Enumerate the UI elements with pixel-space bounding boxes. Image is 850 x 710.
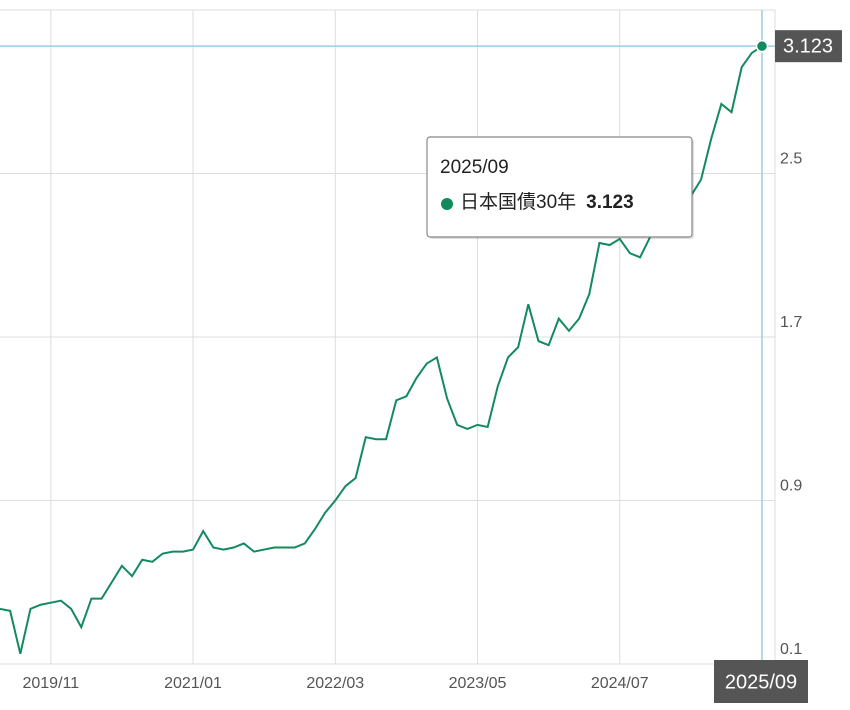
tooltip-entry: 日本国債30年 3.123 bbox=[460, 191, 634, 213]
point-marker bbox=[755, 39, 769, 53]
date-badge bbox=[714, 660, 808, 703]
value-badge bbox=[775, 30, 842, 63]
date-badge-text: 2025/09 bbox=[725, 671, 797, 693]
tooltip-dot bbox=[441, 198, 453, 210]
y-tick-label: 2.5 bbox=[780, 151, 802, 168]
x-tick-label: 2019/11 bbox=[22, 675, 79, 692]
value-badge-text: 3.123 bbox=[783, 35, 833, 57]
tooltip-box bbox=[426, 136, 693, 238]
x-tick-label: 2023/05 bbox=[449, 675, 507, 692]
y-tick-label: 0.9 bbox=[780, 478, 802, 495]
tooltip-date: 2025/09 bbox=[440, 157, 509, 178]
y-tick-label: 1.7 bbox=[780, 314, 802, 331]
line-series bbox=[0, 45, 763, 655]
x-tick-label: 2024/07 bbox=[591, 675, 649, 692]
tooltip: 2025/09 日本国債30年 3.123 bbox=[426, 136, 694, 239]
tooltip-series-name: 日本国債30年 bbox=[460, 191, 576, 213]
x-tick-label: 2022/03 bbox=[306, 675, 364, 692]
y-tick-label: 0.1 bbox=[780, 641, 802, 658]
x-tick-label: 2021/01 bbox=[164, 675, 222, 692]
tooltip-value: 3.123 bbox=[586, 192, 634, 213]
